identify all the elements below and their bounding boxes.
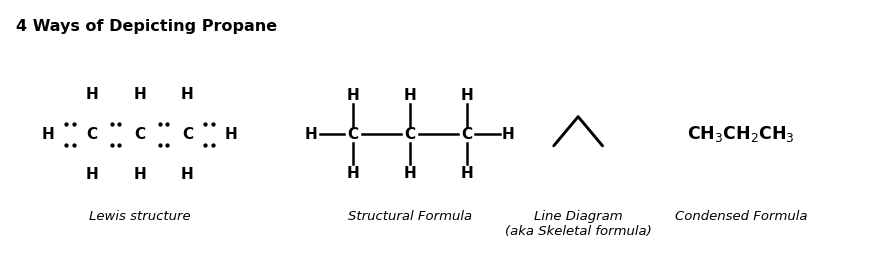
Text: H: H <box>347 166 359 181</box>
Text: CH$_3$CH$_2$CH$_3$: CH$_3$CH$_2$CH$_3$ <box>687 124 795 144</box>
Text: H: H <box>460 166 473 181</box>
Text: H: H <box>181 167 194 182</box>
Text: H: H <box>133 167 146 182</box>
Text: H: H <box>181 87 194 102</box>
Text: C: C <box>348 127 358 142</box>
Text: 4 Ways of Depicting Propane: 4 Ways of Depicting Propane <box>16 19 276 35</box>
Text: C: C <box>405 127 415 142</box>
Text: H: H <box>305 127 317 142</box>
Text: C: C <box>134 127 145 142</box>
Text: C: C <box>86 127 97 142</box>
Text: H: H <box>502 127 514 142</box>
Text: H: H <box>404 88 416 103</box>
Text: H: H <box>460 88 473 103</box>
Text: Line Diagram
(aka Skeletal formula): Line Diagram (aka Skeletal formula) <box>505 210 651 238</box>
Text: Lewis structure: Lewis structure <box>89 210 190 223</box>
Text: H: H <box>42 127 54 142</box>
Text: H: H <box>347 88 359 103</box>
Text: Structural Formula: Structural Formula <box>348 210 472 223</box>
Text: H: H <box>225 127 237 142</box>
Text: H: H <box>85 167 98 182</box>
Text: H: H <box>85 87 98 102</box>
Text: Condensed Formula: Condensed Formula <box>675 210 807 223</box>
Text: C: C <box>461 127 472 142</box>
Text: H: H <box>133 87 146 102</box>
Text: C: C <box>182 127 193 142</box>
Text: H: H <box>404 166 416 181</box>
